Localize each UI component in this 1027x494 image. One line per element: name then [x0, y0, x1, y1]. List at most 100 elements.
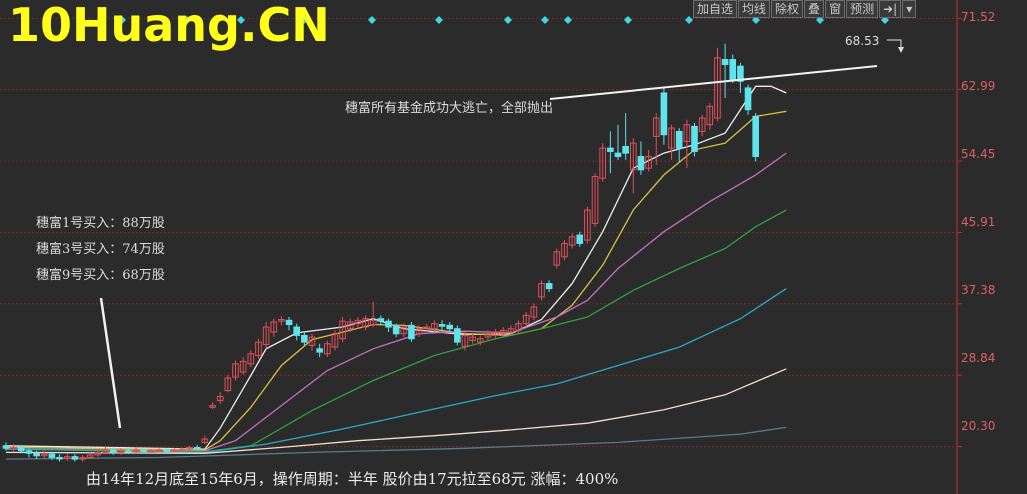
- candle-down: [18, 446, 25, 452]
- event-marker: [624, 16, 632, 24]
- candle-down: [408, 324, 415, 340]
- candle-up: [346, 321, 354, 330]
- candle-down: [285, 319, 293, 326]
- candle-down: [71, 456, 79, 460]
- peak-arrow-icon: [898, 47, 904, 53]
- event-marker: [368, 16, 376, 24]
- y-tick-label: 71.52: [961, 10, 996, 24]
- candle-down: [392, 325, 400, 335]
- moving-average-ma120: [5, 368, 787, 454]
- candle-up: [492, 331, 499, 336]
- candle-down: [48, 453, 56, 458]
- candle-down: [729, 59, 737, 81]
- candle-up: [10, 446, 17, 450]
- candle-up: [553, 251, 561, 266]
- candle-down: [614, 152, 622, 157]
- buy-pointer-line: [99, 297, 122, 429]
- candle-down: [691, 125, 698, 152]
- candle-up: [477, 338, 484, 343]
- event-marker: [541, 16, 549, 24]
- event-marker: [237, 16, 245, 24]
- candle-down: [33, 452, 40, 457]
- moving-average-button[interactable]: 均线: [738, 0, 771, 18]
- candle-down: [2, 445, 10, 449]
- candle-up: [538, 283, 545, 298]
- candle-up: [63, 456, 71, 459]
- candle-up: [178, 448, 186, 452]
- window-button[interactable]: 窗: [825, 0, 846, 18]
- event-marker: [752, 16, 760, 24]
- candle-up: [308, 336, 316, 346]
- candle-up: [522, 314, 530, 325]
- candle-down: [454, 328, 461, 343]
- candle-up: [171, 449, 178, 452]
- candle-up: [224, 377, 232, 392]
- candle-up: [499, 329, 507, 335]
- candle-up: [584, 209, 591, 241]
- candle-up: [339, 320, 346, 340]
- candle-up: [561, 242, 568, 258]
- candle-up: [186, 446, 193, 450]
- candle-up: [423, 326, 431, 330]
- candle-up: [117, 450, 125, 453]
- moving-average-ma20: [5, 152, 787, 452]
- event-marker: [435, 16, 443, 24]
- peak-pointer-line: [887, 39, 902, 49]
- candle-up: [270, 321, 278, 333]
- event-marker: [183, 16, 191, 24]
- sell-pointer-line: [549, 65, 878, 100]
- peak-price-label: 68.53: [845, 34, 880, 48]
- candle-up: [683, 124, 691, 142]
- event-marker: [300, 16, 308, 24]
- candle-up: [698, 117, 706, 132]
- candle-down: [163, 449, 170, 452]
- event-marker: [881, 16, 889, 24]
- moving-average-ma250: [5, 426, 787, 460]
- candle-up: [255, 341, 262, 356]
- event-marker: [685, 16, 693, 24]
- candle-up: [706, 105, 714, 126]
- jump-end-button[interactable]: ➜|: [879, 0, 902, 18]
- y-tick-label: 28.84: [961, 351, 996, 365]
- candle-up: [79, 456, 86, 460]
- candle-down: [637, 155, 645, 171]
- candle-up: [40, 453, 48, 457]
- chart-toolbar: 加自选 均线 除权 叠 窗 预测 ➜| ▾: [693, 0, 917, 18]
- candle-down: [377, 318, 385, 322]
- candle-down: [721, 59, 729, 66]
- add-favorite-button[interactable]: 加自选: [693, 0, 738, 18]
- candle-up: [369, 319, 377, 326]
- candle-up: [431, 323, 438, 330]
- candle-up: [239, 360, 247, 373]
- candle-up: [354, 319, 362, 325]
- ex-rights-button[interactable]: 除权: [771, 0, 804, 18]
- candle-up: [331, 333, 339, 348]
- y-tick-label: 37.38: [961, 283, 996, 297]
- candle-up: [232, 363, 239, 378]
- candle-up: [568, 236, 576, 246]
- candle-up: [507, 328, 515, 333]
- candle-down: [125, 450, 132, 453]
- candle-down: [660, 92, 668, 136]
- candle-down: [737, 65, 744, 82]
- y-tick-label: 20.30: [961, 419, 996, 433]
- candle-down: [622, 145, 629, 154]
- candle-down: [293, 326, 300, 336]
- y-tick-label: 54.45: [961, 147, 996, 161]
- candle-up: [415, 328, 423, 335]
- candle-up: [400, 326, 408, 335]
- forecast-button[interactable]: 预测: [846, 0, 879, 18]
- candle-up: [630, 142, 637, 171]
- dropdown-button[interactable]: ▾: [902, 0, 917, 18]
- candle-down: [744, 87, 752, 111]
- candle-down: [193, 446, 201, 450]
- candle-down: [140, 449, 147, 452]
- overlay-button[interactable]: 叠: [804, 0, 825, 18]
- buy-annotation-1: 穗富1号买入：88万股: [36, 216, 165, 231]
- candle-up: [362, 318, 369, 328]
- candle-up: [652, 117, 660, 137]
- candle-up: [469, 336, 476, 341]
- candle-down: [438, 324, 446, 327]
- moving-average-ma60: [5, 288, 787, 454]
